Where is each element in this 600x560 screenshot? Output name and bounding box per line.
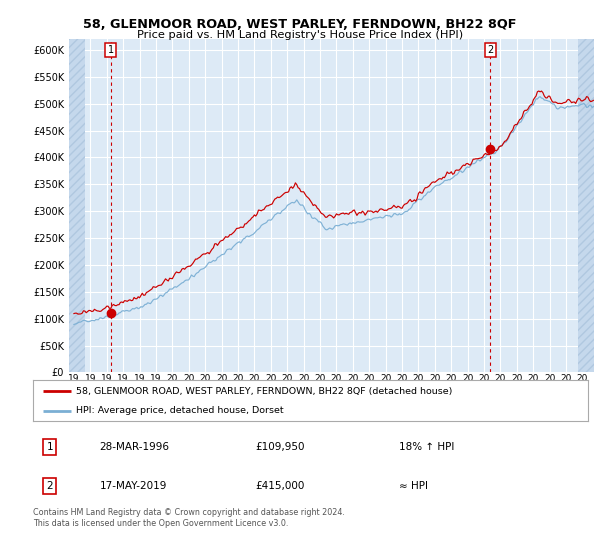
- Bar: [69, 39, 85, 372]
- Text: 1: 1: [46, 442, 53, 451]
- Text: 58, GLENMOOR ROAD, WEST PARLEY, FERNDOWN, BH22 8QF: 58, GLENMOOR ROAD, WEST PARLEY, FERNDOWN…: [83, 18, 517, 31]
- Text: 58, GLENMOOR ROAD, WEST PARLEY, FERNDOWN, BH22 8QF (detached house): 58, GLENMOOR ROAD, WEST PARLEY, FERNDOWN…: [76, 387, 452, 396]
- Text: Price paid vs. HM Land Registry's House Price Index (HPI): Price paid vs. HM Land Registry's House …: [137, 30, 463, 40]
- Text: 17-MAY-2019: 17-MAY-2019: [100, 481, 167, 491]
- Bar: [578, 39, 594, 372]
- Text: Contains HM Land Registry data © Crown copyright and database right 2024.
This d: Contains HM Land Registry data © Crown c…: [33, 508, 345, 528]
- Text: 2: 2: [487, 45, 493, 55]
- Text: 1: 1: [107, 45, 114, 55]
- Text: 18% ↑ HPI: 18% ↑ HPI: [400, 442, 455, 451]
- Text: 2: 2: [46, 481, 53, 491]
- Text: £415,000: £415,000: [255, 481, 304, 491]
- Text: HPI: Average price, detached house, Dorset: HPI: Average price, detached house, Dors…: [76, 407, 284, 416]
- Text: ≈ HPI: ≈ HPI: [400, 481, 428, 491]
- Text: £109,950: £109,950: [255, 442, 305, 451]
- Text: 28-MAR-1996: 28-MAR-1996: [100, 442, 170, 451]
